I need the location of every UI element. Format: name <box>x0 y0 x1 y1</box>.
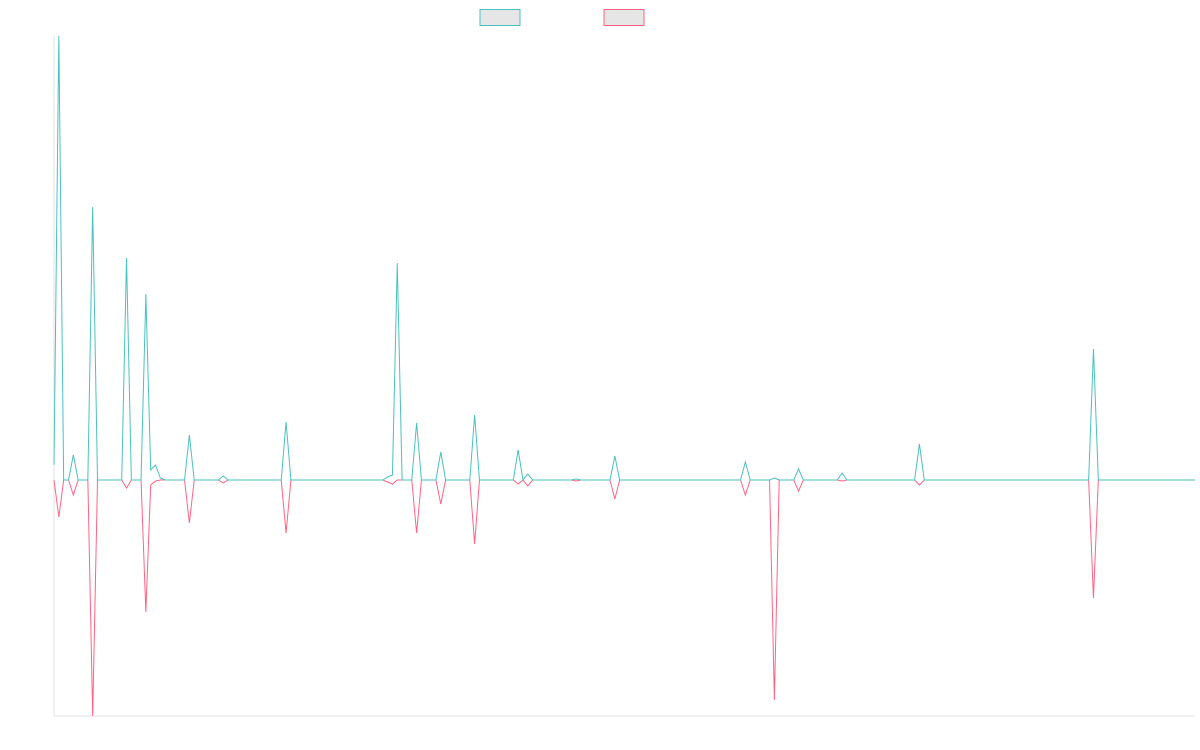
legend-swatch <box>479 9 521 26</box>
series-line <box>53 35 1195 482</box>
legend-swatch <box>603 9 645 26</box>
series-line <box>53 479 1195 717</box>
